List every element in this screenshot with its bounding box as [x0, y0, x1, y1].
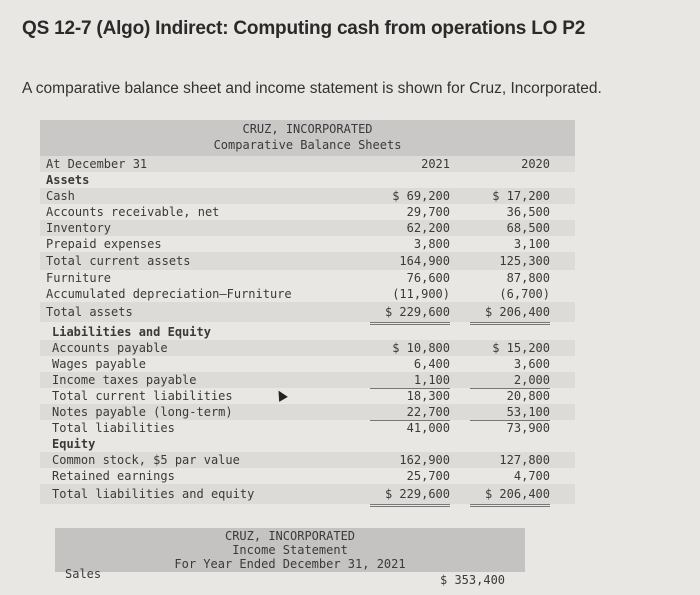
- table-row: Accounts receivable, net 29,700 36,500: [40, 204, 575, 220]
- value-2021: 22,700: [370, 404, 450, 421]
- value-2020: 36,500: [506, 205, 550, 219]
- row-label: Accounts receivable, net: [46, 205, 220, 219]
- section-heading-liabilities: Liabilities and Equity: [40, 324, 575, 340]
- value-2021: 18,300: [406, 389, 450, 403]
- value-2020: 68,500: [506, 221, 550, 235]
- table-row: Total liabilities and equity $ 229,600 $ 2…: [40, 484, 575, 507]
- table-row: Common stock, $5 par value 162,900 127,800: [40, 452, 575, 468]
- row-label: Inventory: [46, 221, 112, 235]
- value-2020: 127,800: [499, 453, 550, 467]
- value-2020: 73,900: [506, 421, 550, 435]
- table-row: Total current assets 164,900 125,300: [40, 252, 575, 270]
- page-title: QS 12-7 (Algo) Indirect: Computing cash …: [22, 18, 586, 39]
- statement-title: Comparative Balance Sheets: [213, 138, 402, 152]
- value-2020: $ 206,400: [470, 302, 550, 325]
- section-heading-equity: Equity: [40, 436, 575, 452]
- company-name: CRUZ, INCORPORATED: [224, 529, 356, 543]
- value-2020: 53,100: [470, 404, 550, 421]
- table-row: Sales $ 353,400: [55, 567, 525, 594]
- row-label: Accounts payable: [52, 341, 168, 355]
- table-row: Accounts payable $ 10,800 $ 15,200: [40, 340, 575, 356]
- row-label: Retained earnings: [52, 469, 175, 483]
- value-2021: $ 10,800: [392, 341, 450, 355]
- value-2021: 29,700: [406, 205, 450, 219]
- value-2020: 3,100: [470, 236, 550, 253]
- value-2021: 164,900: [399, 254, 450, 268]
- row-label: Common stock, $5 par value: [52, 453, 240, 467]
- row-label: Furniture: [46, 271, 112, 285]
- row-label: Liabilities and Equity: [52, 325, 211, 339]
- row-label: Equity: [52, 437, 96, 451]
- value-2020: 3,600: [513, 357, 550, 371]
- intro-text: A comparative balance sheet and income s…: [22, 80, 602, 97]
- table-row: Accumulated depreciation–Furniture (11,90…: [40, 286, 575, 303]
- value-2021: $ 229,600: [370, 302, 450, 325]
- value-2021: $ 229,600: [370, 484, 450, 507]
- value-2021: 25,700: [370, 468, 450, 485]
- company-name: CRUZ, INCORPORATED: [242, 122, 373, 136]
- row-label: Total current liabilities: [52, 389, 233, 403]
- income-statement-table: CRUZ, INCORPORATED Income Statement For …: [55, 528, 525, 594]
- value-2021: 1,100: [370, 372, 450, 389]
- value-2021: 162,900: [399, 453, 450, 467]
- table-row: Prepaid expenses 3,800 3,100: [40, 236, 575, 253]
- column-2020: 2020: [521, 157, 550, 171]
- value-2021: 41,000: [406, 421, 450, 435]
- table-row: Total liabilities 41,000 73,900: [40, 420, 575, 436]
- value-2020: (6,700): [470, 286, 550, 303]
- value-2021: 3,800: [370, 236, 450, 253]
- value-2020: 87,800: [506, 271, 550, 285]
- row-label: Accumulated depreciation–Furniture: [46, 287, 292, 301]
- value-2020: $ 206,400: [470, 484, 550, 507]
- row-label: Assets: [46, 173, 90, 187]
- value-2021: 62,200: [406, 221, 450, 235]
- table-row: Retained earnings 25,700 4,700: [40, 468, 575, 485]
- income-statement-header: CRUZ, INCORPORATED Income Statement For …: [55, 528, 525, 572]
- value-2020: 4,700: [470, 468, 550, 485]
- table-row: Total current liabilities 18,300 20,800: [40, 388, 575, 404]
- balance-sheet-header: CRUZ, INCORPORATED Comparative Balance S…: [40, 120, 575, 156]
- value-2020: 125,300: [499, 254, 550, 268]
- table-row: Total assets $ 229,600 $ 206,400: [40, 302, 575, 325]
- value-2021: (11,900): [370, 286, 450, 303]
- table-row: Income taxes payable 1,100 2,000: [40, 372, 575, 389]
- row-label: Income taxes payable: [52, 373, 197, 387]
- value-2020: 2,000: [470, 372, 550, 389]
- row-label: Wages payable: [52, 357, 146, 371]
- section-heading-assets: Assets: [40, 172, 575, 188]
- value-2021: $ 69,200: [392, 189, 450, 203]
- row-label: Total liabilities: [52, 421, 175, 435]
- table-row: Cash $ 69,200 $ 17,200: [40, 188, 575, 204]
- column-header-row: At December 31 2021 2020: [40, 156, 575, 172]
- sales-value: $ 353,400: [440, 573, 506, 587]
- value-2021: 6,400: [413, 357, 450, 371]
- table-row: Wages payable 6,400 3,600: [40, 356, 575, 372]
- value-2020: $ 17,200: [492, 189, 550, 203]
- table-row: Notes payable (long-term) 22,700 53,100: [40, 404, 575, 421]
- column-2021: 2021: [421, 157, 450, 171]
- row-label: Total liabilities and equity: [52, 487, 255, 501]
- statement-title: Income Statement: [232, 543, 348, 557]
- value-2020: 20,800: [506, 389, 550, 403]
- table-row: Furniture 76,600 87,800: [40, 270, 575, 286]
- period-label: For Year Ended December 31, 2021: [174, 557, 406, 571]
- value-2020: $ 15,200: [492, 341, 550, 355]
- row-label: Total current assets: [46, 254, 191, 268]
- table-row: Inventory 62,200 68,500: [40, 220, 575, 236]
- row-label: Notes payable (long-term): [52, 405, 233, 419]
- value-2021: 76,600: [406, 271, 450, 285]
- row-label: Cash: [46, 189, 75, 203]
- row-label: Total assets: [46, 305, 133, 319]
- row-label: Sales: [65, 567, 102, 581]
- balance-sheet-table: CRUZ, INCORPORATED Comparative Balance S…: [40, 120, 575, 507]
- date-label: At December 31: [46, 157, 148, 171]
- row-label: Prepaid expenses: [46, 237, 162, 251]
